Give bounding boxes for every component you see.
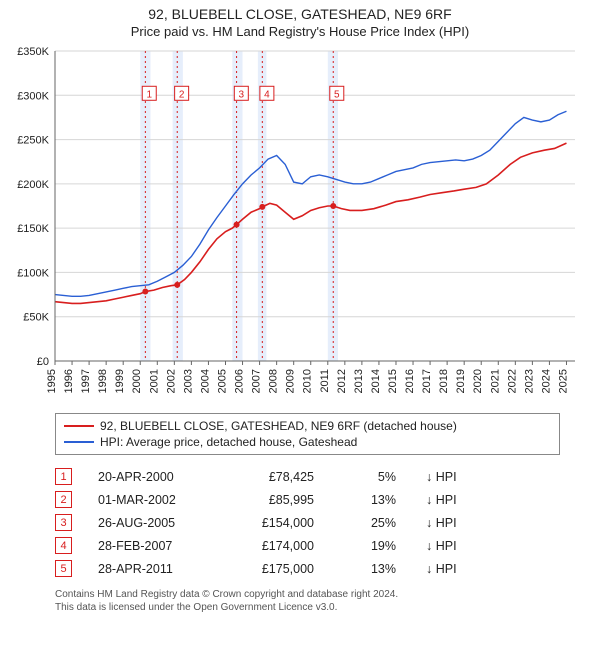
svg-text:£100K: £100K bbox=[17, 267, 49, 279]
svg-text:3: 3 bbox=[239, 89, 245, 100]
svg-text:2007: 2007 bbox=[251, 369, 263, 393]
svg-text:1995: 1995 bbox=[46, 369, 58, 393]
svg-text:£250K: £250K bbox=[17, 135, 49, 147]
svg-text:2006: 2006 bbox=[234, 369, 246, 393]
sale-price: £175,000 bbox=[234, 562, 314, 576]
sale-date: 28-FEB-2007 bbox=[98, 539, 208, 553]
svg-text:4: 4 bbox=[264, 89, 270, 100]
sale-diff-pct: 5% bbox=[340, 470, 400, 484]
svg-text:£300K: £300K bbox=[17, 90, 49, 102]
svg-text:2008: 2008 bbox=[268, 369, 280, 393]
svg-text:2023: 2023 bbox=[523, 369, 535, 393]
sale-price: £174,000 bbox=[234, 539, 314, 553]
sale-diff-pct: 13% bbox=[340, 493, 400, 507]
svg-text:1998: 1998 bbox=[97, 369, 109, 393]
svg-text:2014: 2014 bbox=[370, 369, 382, 393]
chart-title: 92, BLUEBELL CLOSE, GATESHEAD, NE9 6RF bbox=[0, 0, 600, 22]
svg-text:2003: 2003 bbox=[182, 369, 194, 393]
legend-item: 92, BLUEBELL CLOSE, GATESHEAD, NE9 6RF (… bbox=[64, 418, 551, 434]
sale-marker-icon: 5 bbox=[55, 560, 72, 577]
sale-date: 20-APR-2000 bbox=[98, 470, 208, 484]
svg-text:1: 1 bbox=[146, 89, 152, 100]
sales-table: 1 20-APR-2000 £78,425 5% ↓ HPI 2 01-MAR-2002 £8… bbox=[55, 465, 560, 580]
svg-text:2011: 2011 bbox=[319, 369, 331, 393]
svg-text:2022: 2022 bbox=[506, 369, 518, 393]
svg-text:5: 5 bbox=[334, 89, 340, 100]
svg-text:2020: 2020 bbox=[472, 369, 484, 393]
sales-row: 2 01-MAR-2002 £85,995 13% ↓ HPI bbox=[55, 488, 560, 511]
svg-text:2025: 2025 bbox=[557, 369, 569, 393]
sale-hpi-indicator: ↓ HPI bbox=[426, 493, 476, 507]
svg-text:1996: 1996 bbox=[63, 369, 75, 393]
sale-marker-icon: 2 bbox=[55, 491, 72, 508]
svg-text:2024: 2024 bbox=[540, 369, 552, 393]
sale-price: £85,995 bbox=[234, 493, 314, 507]
svg-text:£150K: £150K bbox=[17, 223, 49, 235]
svg-text:£350K: £350K bbox=[17, 46, 49, 58]
svg-text:2018: 2018 bbox=[438, 369, 450, 393]
svg-text:2002: 2002 bbox=[165, 369, 177, 393]
footer-line-2: This data is licensed under the Open Gov… bbox=[55, 601, 560, 614]
svg-text:£0: £0 bbox=[37, 356, 49, 368]
legend-item: HPI: Average price, detached house, Gate… bbox=[64, 434, 551, 450]
svg-text:2001: 2001 bbox=[148, 369, 160, 393]
svg-text:1997: 1997 bbox=[80, 369, 92, 393]
sale-diff-pct: 13% bbox=[340, 562, 400, 576]
svg-text:2005: 2005 bbox=[216, 369, 228, 393]
sale-price: £78,425 bbox=[234, 470, 314, 484]
sale-hpi-indicator: ↓ HPI bbox=[426, 470, 476, 484]
sales-row: 3 26-AUG-2005 £154,000 25% ↓ HPI bbox=[55, 511, 560, 534]
svg-text:2017: 2017 bbox=[421, 369, 433, 393]
sale-diff-pct: 25% bbox=[340, 516, 400, 530]
legend-label: 92, BLUEBELL CLOSE, GATESHEAD, NE9 6RF (… bbox=[100, 419, 457, 433]
chart-area: £0 £50K £100K £150K £200K £250K £300K £350K 1995… bbox=[0, 45, 600, 405]
sale-date: 26-AUG-2005 bbox=[98, 516, 208, 530]
svg-text:2009: 2009 bbox=[285, 369, 297, 393]
svg-text:2000: 2000 bbox=[131, 369, 143, 393]
sale-marker-icon: 3 bbox=[55, 514, 72, 531]
sale-hpi-indicator: ↓ HPI bbox=[426, 516, 476, 530]
svg-text:2021: 2021 bbox=[489, 369, 501, 393]
footer-attribution: Contains HM Land Registry data © Crown c… bbox=[55, 588, 560, 614]
sale-price: £154,000 bbox=[234, 516, 314, 530]
svg-text:2004: 2004 bbox=[199, 369, 211, 393]
legend-swatch bbox=[64, 441, 94, 443]
chart-subtitle: Price paid vs. HM Land Registry's House … bbox=[0, 22, 600, 45]
svg-text:2016: 2016 bbox=[404, 369, 416, 393]
svg-text:2015: 2015 bbox=[387, 369, 399, 393]
svg-text:£50K: £50K bbox=[23, 312, 49, 324]
footer-line-1: Contains HM Land Registry data © Crown c… bbox=[55, 588, 560, 601]
sales-row: 1 20-APR-2000 £78,425 5% ↓ HPI bbox=[55, 465, 560, 488]
sales-row: 4 28-FEB-2007 £174,000 19% ↓ HPI bbox=[55, 534, 560, 557]
sales-row: 5 28-APR-2011 £175,000 13% ↓ HPI bbox=[55, 557, 560, 580]
svg-text:2012: 2012 bbox=[336, 369, 348, 393]
sale-marker-icon: 4 bbox=[55, 537, 72, 554]
sale-diff-pct: 19% bbox=[340, 539, 400, 553]
svg-text:2019: 2019 bbox=[455, 369, 467, 393]
sale-hpi-indicator: ↓ HPI bbox=[426, 562, 476, 576]
sale-hpi-indicator: ↓ HPI bbox=[426, 539, 476, 553]
sale-marker-icon: 1 bbox=[55, 468, 72, 485]
svg-text:1999: 1999 bbox=[114, 369, 126, 393]
svg-text:2013: 2013 bbox=[353, 369, 365, 393]
svg-text:£200K: £200K bbox=[17, 179, 49, 191]
legend: 92, BLUEBELL CLOSE, GATESHEAD, NE9 6RF (… bbox=[55, 413, 560, 455]
sale-date: 28-APR-2011 bbox=[98, 562, 208, 576]
svg-text:2: 2 bbox=[179, 89, 185, 100]
chart-svg: £0 £50K £100K £150K £200K £250K £300K £350K 1995… bbox=[0, 45, 600, 405]
sale-date: 01-MAR-2002 bbox=[98, 493, 208, 507]
svg-text:2010: 2010 bbox=[302, 369, 314, 393]
legend-label: HPI: Average price, detached house, Gate… bbox=[100, 435, 357, 449]
legend-swatch bbox=[64, 425, 94, 427]
